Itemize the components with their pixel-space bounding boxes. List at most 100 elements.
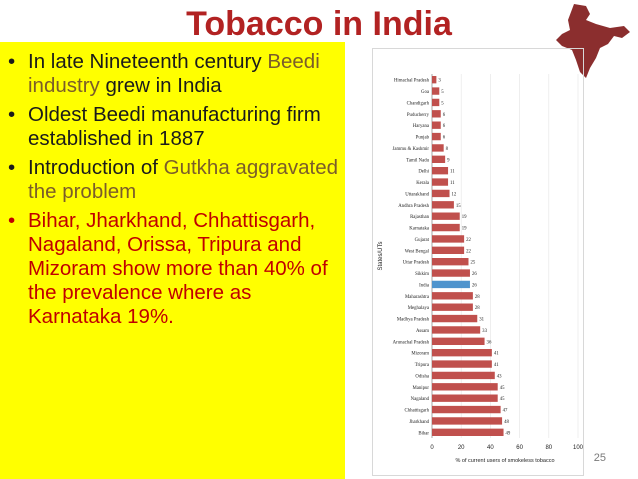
bullet-text: In late Nineteenth century <box>28 50 268 73</box>
value-label: 15 <box>456 204 461 209</box>
category-label: Himachal Pradesh <box>394 79 430 84</box>
value-label: 6 <box>443 113 446 118</box>
value-label: 5 <box>441 101 444 106</box>
value-label: 11 <box>450 170 455 175</box>
bar <box>432 394 498 402</box>
bullet-item: Bihar, Jharkhand, Chhattisgarh, Nagaland… <box>6 209 339 329</box>
bar <box>432 155 446 163</box>
bar <box>432 337 485 345</box>
value-label: 19 <box>462 215 467 220</box>
value-label: 19 <box>462 227 467 232</box>
bar <box>432 280 470 289</box>
value-label: 41 <box>494 352 499 357</box>
page-number: 25 <box>593 452 606 464</box>
bar <box>432 178 449 186</box>
value-label: 41 <box>494 363 499 368</box>
category-label: Haryana <box>413 124 430 129</box>
x-tick-label: 40 <box>487 445 494 451</box>
category-label: Chandigarh <box>407 101 430 106</box>
category-label: Delhi <box>418 170 429 175</box>
value-label: 3 <box>438 79 441 84</box>
value-label: 36 <box>487 340 492 345</box>
value-label: 33 <box>482 329 487 334</box>
value-label: 25 <box>471 261 476 266</box>
bullet-panel: In late Nineteenth century Beedi industr… <box>0 42 345 479</box>
bar <box>432 212 460 220</box>
y-axis-label: States/UTs <box>378 241 384 270</box>
value-label: 22 <box>466 238 471 243</box>
bar <box>432 98 440 107</box>
bullet-list: In late Nineteenth century Beedi industr… <box>0 42 345 329</box>
bar <box>432 235 465 243</box>
category-label: Chhattisgarh <box>404 409 429 414</box>
category-label: Punjab <box>416 136 430 141</box>
value-label: 12 <box>452 192 457 197</box>
bullet-text: Oldest Beedi manufacturing firm establis… <box>28 103 321 150</box>
bullet-text: Bihar, Jharkhand, Chhattisgarh, Nagaland… <box>28 209 328 328</box>
value-label: 6 <box>443 124 446 129</box>
bar <box>432 110 441 118</box>
category-label: Tripura <box>415 363 430 368</box>
bar <box>432 371 495 380</box>
category-label: Maharashtra <box>405 295 430 300</box>
category-label: Uttar Pradesh <box>403 261 430 266</box>
bar <box>432 87 440 95</box>
category-label: Assam <box>416 329 429 334</box>
bar <box>432 292 473 300</box>
category-label: Karnataka <box>409 227 430 232</box>
bar <box>432 360 492 368</box>
value-label: 6 <box>443 136 446 141</box>
value-label: 11 <box>450 181 455 186</box>
category-label: Bihar <box>418 431 429 436</box>
category-label: Puducherry <box>407 113 430 118</box>
category-label: Meghalaya <box>408 306 430 311</box>
x-tick-label: 100 <box>573 445 584 451</box>
bullet-item: In late Nineteenth century Beedi industr… <box>6 50 339 98</box>
category-label: Rajasthan <box>410 215 430 220</box>
value-label: 28 <box>475 295 480 300</box>
category-label: India <box>419 283 430 288</box>
value-label: 47 <box>503 409 508 414</box>
bar <box>432 349 492 357</box>
x-tick-label: 80 <box>545 445 552 451</box>
bar <box>432 326 481 334</box>
category-label: Tamil Nadu <box>406 158 429 163</box>
value-label: 45 <box>500 397 505 402</box>
bar <box>432 144 444 152</box>
bar <box>432 246 465 254</box>
bar <box>432 132 441 141</box>
category-label: Jammu & Kashmir <box>392 147 429 152</box>
bullet-highlight: Beedi industry <box>28 50 320 97</box>
value-label: 31 <box>479 318 484 323</box>
smokeless-tobacco-bar-chart: 0 20 40 60 80 100 Himachal Pradesh 3 Goa 5 Chandig… <box>372 48 584 476</box>
bar <box>432 405 501 414</box>
slide-title: Tobacco in India <box>186 5 452 43</box>
category-label: Sikkim <box>415 272 429 277</box>
bar <box>432 417 503 425</box>
bar <box>432 303 473 311</box>
india-map-icon <box>556 4 630 78</box>
category-label: Gujarat <box>415 238 430 243</box>
bar <box>432 76 437 84</box>
bar <box>432 201 454 209</box>
bullet-item: Introduction of Gutkha aggravated the pr… <box>6 156 339 204</box>
bullet-highlight: Gutkha aggravated the problem <box>28 156 338 203</box>
value-label: 43 <box>497 374 502 379</box>
x-tick-label: 0 <box>430 445 434 451</box>
category-label: West Bengal <box>405 249 430 254</box>
bar <box>432 223 460 232</box>
value-label: 9 <box>447 158 450 163</box>
bar <box>432 258 469 266</box>
bar <box>432 383 498 391</box>
category-label: Odisha <box>415 374 429 379</box>
bullet-text: Introduction of <box>28 156 164 179</box>
bar <box>432 189 450 198</box>
bar <box>432 269 470 277</box>
x-axis-label: % of current users of smokeless tobacco <box>455 458 554 464</box>
value-label: 49 <box>506 431 511 436</box>
bar <box>432 428 504 436</box>
category-label: Kerala <box>416 181 430 186</box>
value-label: 5 <box>441 90 444 95</box>
bullet-item: Oldest Beedi manufacturing firm establis… <box>6 103 339 151</box>
category-label: Mizoram <box>411 352 429 357</box>
